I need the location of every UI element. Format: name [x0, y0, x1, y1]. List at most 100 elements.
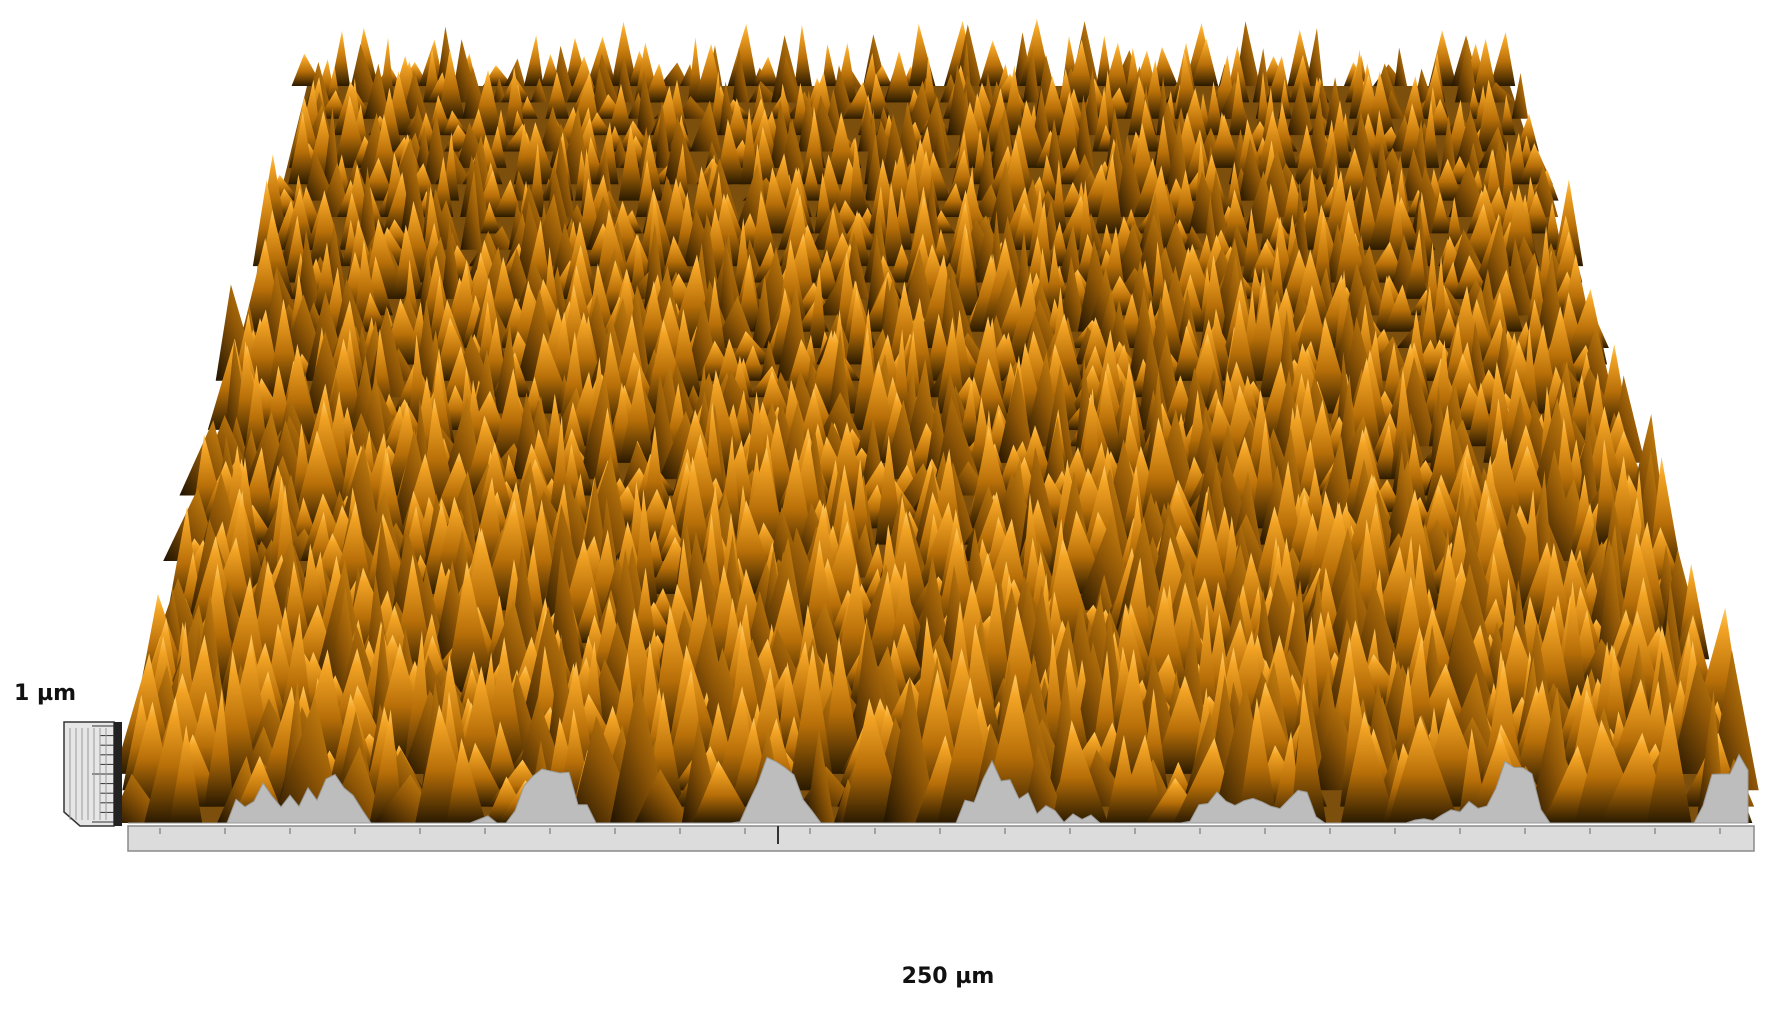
spike — [978, 40, 1009, 86]
spike — [1490, 31, 1516, 86]
spike — [822, 636, 864, 774]
spike — [727, 23, 758, 86]
spike — [740, 107, 759, 185]
spike — [1387, 715, 1460, 823]
spike — [482, 65, 513, 86]
spike — [1115, 135, 1146, 218]
spike — [801, 157, 822, 201]
spike — [288, 111, 315, 185]
spike — [204, 687, 234, 807]
spike — [545, 71, 570, 119]
spike — [1225, 161, 1245, 218]
spike — [1082, 68, 1101, 136]
spike — [1383, 284, 1417, 332]
spike — [592, 407, 624, 496]
spike — [1454, 39, 1478, 103]
spike — [1286, 77, 1314, 136]
spike — [1470, 38, 1499, 103]
spike — [1454, 109, 1488, 168]
spike — [619, 367, 655, 463]
spike — [1052, 720, 1108, 823]
spike — [800, 111, 826, 185]
spike — [957, 379, 980, 447]
spike — [987, 160, 1018, 234]
spike — [882, 181, 906, 267]
spike — [1152, 114, 1174, 185]
spike — [518, 95, 538, 119]
spike — [633, 488, 659, 611]
spike — [1511, 72, 1529, 119]
spike — [976, 133, 997, 201]
spike — [1152, 46, 1179, 86]
spike — [1544, 202, 1562, 250]
spike — [607, 83, 633, 136]
z-scale-ticks — [69, 725, 114, 823]
spike — [1438, 115, 1459, 185]
spike — [954, 227, 981, 316]
spike — [1405, 229, 1427, 299]
spike — [594, 122, 619, 185]
z-scale-edge — [114, 722, 122, 826]
spike — [1075, 512, 1135, 611]
spike — [996, 367, 1036, 463]
spike — [1394, 47, 1408, 86]
spike — [415, 125, 432, 168]
spike — [530, 77, 548, 103]
spike — [493, 77, 507, 103]
z-scale-label: 1 µm — [14, 681, 76, 706]
spike — [1074, 94, 1094, 168]
cross-section-profile — [128, 753, 1749, 824]
spike — [524, 35, 544, 86]
spike — [867, 73, 891, 119]
spike — [1515, 113, 1539, 152]
spike — [401, 70, 429, 119]
spike — [1445, 196, 1464, 250]
spike — [932, 113, 949, 168]
spike — [369, 709, 404, 823]
spike — [1096, 35, 1113, 86]
spike — [1223, 299, 1259, 398]
surface-spikes — [110, 18, 1759, 823]
spike — [806, 728, 835, 823]
spike — [1221, 189, 1254, 250]
spike — [1190, 38, 1219, 86]
spike — [295, 229, 323, 316]
spike — [1184, 129, 1214, 185]
spike — [611, 21, 638, 86]
spike — [480, 201, 501, 234]
spike — [1022, 45, 1040, 103]
spike — [441, 221, 462, 299]
spike — [1094, 153, 1124, 234]
spike — [732, 47, 750, 103]
spike — [1050, 159, 1067, 234]
spike — [1001, 65, 1025, 136]
spike — [935, 316, 967, 414]
spike — [643, 63, 671, 103]
spike — [1305, 28, 1324, 86]
spike — [654, 100, 672, 168]
spike — [1252, 48, 1271, 103]
spike — [716, 118, 746, 185]
spike — [1207, 114, 1242, 168]
spike — [905, 80, 935, 136]
spike — [753, 56, 779, 86]
spike — [1038, 154, 1061, 201]
spike — [636, 69, 658, 136]
spike — [318, 90, 348, 119]
spike — [885, 51, 914, 103]
spike — [323, 106, 340, 185]
spike — [1176, 288, 1200, 349]
spike — [1502, 185, 1540, 267]
spike — [807, 267, 827, 349]
spike — [1646, 701, 1692, 823]
spike — [751, 275, 773, 349]
x-scale-bar — [127, 825, 1755, 852]
spike — [705, 141, 721, 168]
spike — [1340, 711, 1397, 823]
spike — [1289, 54, 1315, 103]
spike — [689, 100, 722, 152]
spike — [634, 768, 692, 823]
spike — [1293, 180, 1310, 267]
